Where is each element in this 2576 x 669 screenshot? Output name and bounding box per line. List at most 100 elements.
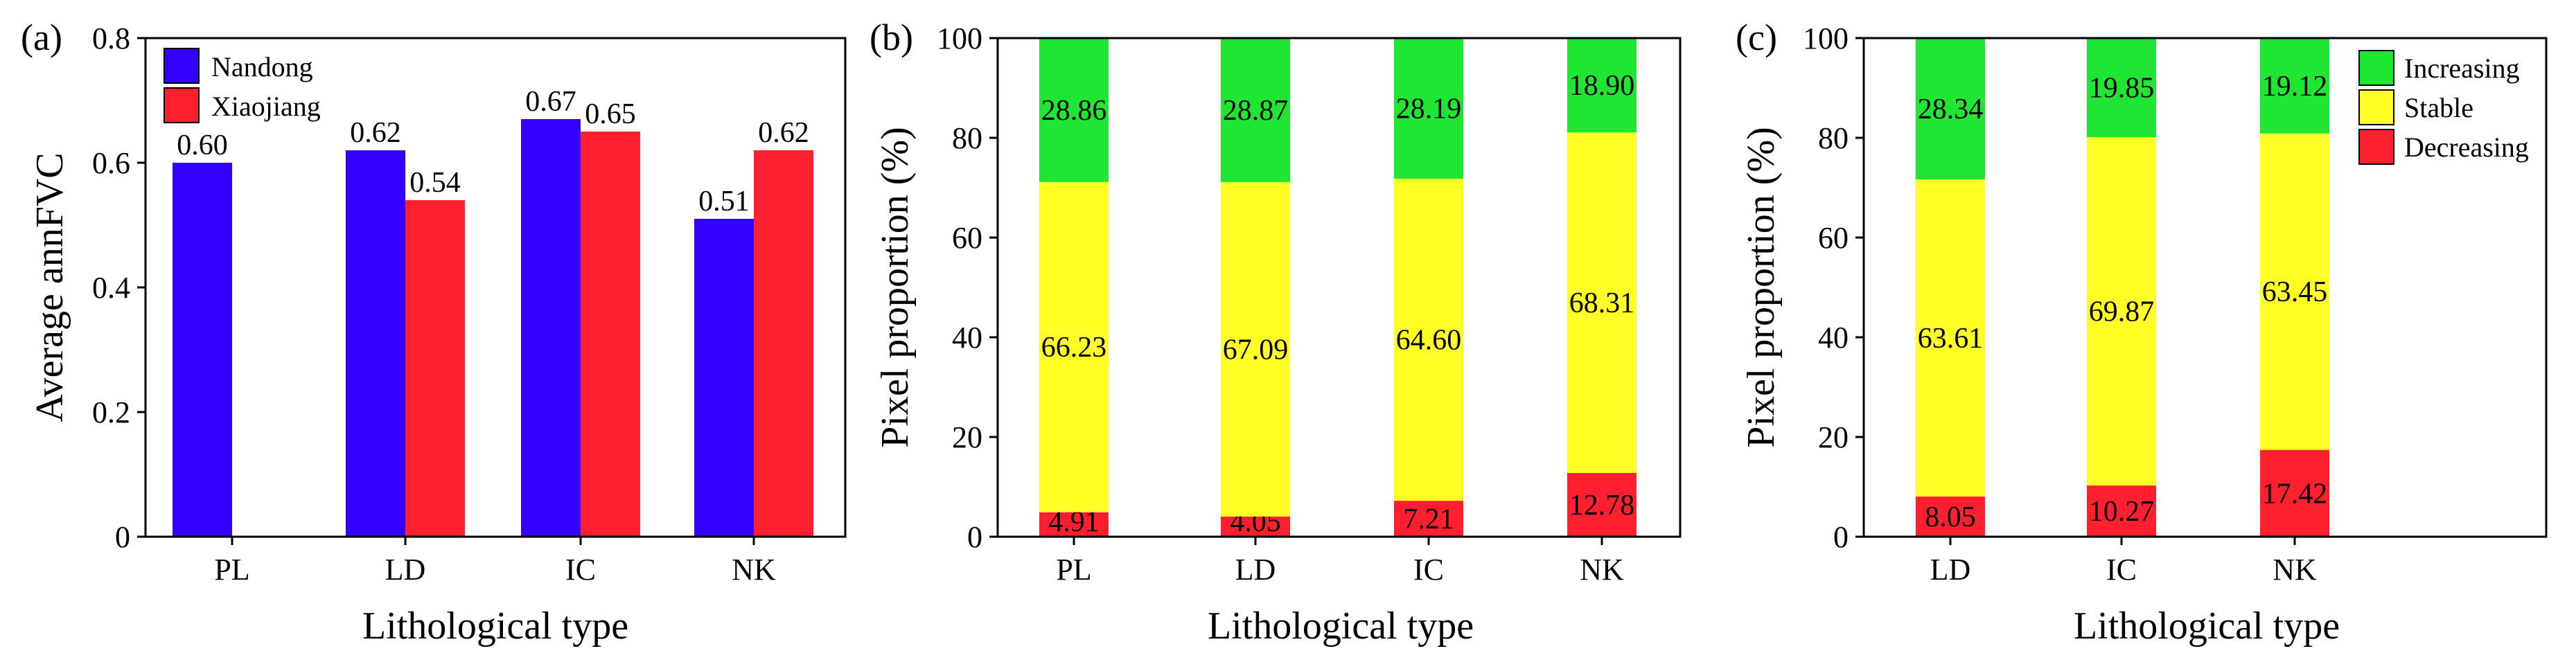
panel-a: (a) 0.60 0.620.540.67 0.650.510.62 00.20.4… <box>21 17 847 648</box>
panel-a-ytick-label: 0.8 <box>92 21 130 55</box>
panel-c-segment-decreasing-ld <box>1916 497 1985 537</box>
panel-b-segment-decreasing-ld <box>1221 516 1290 537</box>
panel-b-xtick-label-ld: LD <box>1235 553 1276 587</box>
panel-c-label-decreasing-ic: 10.27 <box>2089 496 2155 528</box>
data-label-xiaojiang-ld: 0.54 <box>409 167 461 199</box>
data-label-nandong-ic: 0.67 <box>525 86 576 118</box>
panel-b-segment-decreasing-nk <box>1567 472 1637 537</box>
panel-c-legend: Increasing Stable Decreasing <box>2358 50 2529 165</box>
panel-b-label-increasing-pl: 28.86 <box>1041 95 1107 127</box>
panel-b-label-increasing-nk: 18.90 <box>1569 70 1635 102</box>
panel-a-letter: (a) <box>21 17 62 58</box>
panel-a-xlabel: Lithological type <box>362 605 628 648</box>
panel-c-ytick-label: 20 <box>1818 420 1849 454</box>
panel-b-ytick-label: 40 <box>952 321 982 355</box>
panel-b-segment-increasing-ld <box>1221 38 1290 182</box>
panel-c-xtick-label-ld: LD <box>1930 553 1971 587</box>
panel-b-segment-increasing-ic <box>1394 38 1463 179</box>
bar-nandong-ic <box>521 119 581 537</box>
data-label-nandong-pl: 0.60 <box>177 130 228 161</box>
panel-c-ytick-label: 100 <box>1803 21 1849 55</box>
panel-b-segment-decreasing-pl <box>1039 512 1109 537</box>
panel-c-label-stable-ic: 69.87 <box>2089 296 2155 328</box>
bar-nandong-pl <box>173 163 232 537</box>
bar-xiaojiang-ic <box>581 132 640 537</box>
panel-b-segment-increasing-pl <box>1039 38 1109 182</box>
panel-b-y-axis: 0 20 40 60 80 100 <box>937 21 998 554</box>
panel-c: (c) 8.05 63.61 28.34 10.27 69.87 19.85 17.42 63… <box>1736 17 2548 648</box>
panel-a-bars: 0.60 0.620.540.67 0.650.510.62 <box>173 86 813 537</box>
panel-b-ylabel: Pixel proportion (%) <box>874 127 917 447</box>
panel-b-segment-stable-ld <box>1221 181 1290 517</box>
panel-c-ytick-label: 60 <box>1818 221 1849 255</box>
legend-label-nandong: Nandong <box>211 51 313 82</box>
panel-c-label-increasing-ic: 19.85 <box>2089 73 2155 105</box>
panel-c-label-increasing-nk: 19.12 <box>2262 71 2328 102</box>
bar-nandong-nk <box>694 219 754 537</box>
data-label-xiaojiang-nk: 0.62 <box>758 117 809 149</box>
panel-c-ytick-label: 40 <box>1818 321 1849 355</box>
panel-b-segment-stable-nk <box>1567 132 1637 473</box>
panel-c-ytick-label: 0 <box>1833 520 1849 554</box>
panel-b-label-decreasing-ic: 7.21 <box>1403 503 1454 535</box>
panel-c-segment-decreasing-nk <box>2260 449 2329 537</box>
legend-swatch-xiaojiang <box>164 87 200 123</box>
panel-b-x-axis: PL LD IC NK <box>1056 537 1624 587</box>
panel-b-label-stable-nk: 68.31 <box>1569 287 1635 319</box>
panel-a-ytick-label: 0.6 <box>92 146 130 180</box>
panel-b-bars: 4.9166.2328.864.0567.0928.877.2164.6028.… <box>1039 38 1637 538</box>
panel-b-ytick-label: 0 <box>967 520 982 554</box>
panel-c-segment-decreasing-ic <box>2087 485 2156 537</box>
panel-a-xtick-label-pl: PL <box>214 553 249 587</box>
panel-a-xtick-label-ld: LD <box>385 553 426 587</box>
panel-c-y-axis: 0 20 40 60 80 100 <box>1803 21 1864 554</box>
panel-b-frame <box>996 37 1682 538</box>
panel-a-legend: Nandong Xiaojiang <box>164 48 321 123</box>
panel-b-label-decreasing-nk: 12.78 <box>1569 490 1635 521</box>
panel-b-segment-increasing-nk <box>1567 38 1637 133</box>
data-label-nandong-ld: 0.62 <box>350 117 401 149</box>
panel-a-ytick-label: 0.2 <box>92 395 130 429</box>
bar-xiaojiang-nk <box>754 150 813 537</box>
panel-b-xtick-label-ic: IC <box>1413 553 1444 587</box>
panel-c-ytick-label: 80 <box>1818 121 1849 155</box>
panel-b-label-increasing-ic: 28.19 <box>1396 93 1462 125</box>
panel-c-xlabel: Lithological type <box>2074 605 2340 648</box>
legend-swatch-nandong <box>164 48 200 84</box>
panel-b-label-stable-ld: 67.09 <box>1223 334 1289 366</box>
panel-b-letter: (b) <box>870 17 913 58</box>
legend-label-increasing: Increasing <box>2404 53 2520 84</box>
panel-c-x-axis: LD IC NK <box>1930 537 2317 587</box>
panel-c-label-increasing-ld: 28.34 <box>1918 93 1984 125</box>
panel-a-ytick-label: 0 <box>115 520 130 554</box>
panel-c-segment-increasing-ic <box>2087 38 2156 137</box>
panel-b-xtick-label-pl: PL <box>1056 553 1091 587</box>
legend-swatch-decreasing <box>2358 129 2394 165</box>
panel-b-segment-stable-ic <box>1394 178 1463 501</box>
panel-c-letter: (c) <box>1736 17 1777 58</box>
legend-label-decreasing: Decreasing <box>2404 132 2529 163</box>
panel-b: (b) 4.9166.2328.864.0567.0928.877.2164.6… <box>870 17 1682 648</box>
panel-b-ytick-label: 100 <box>937 21 982 55</box>
panel-b-ytick-label: 20 <box>952 420 982 454</box>
panel-c-segment-increasing-nk <box>2260 38 2329 134</box>
legend-label-stable: Stable <box>2404 92 2473 123</box>
panel-a-xtick-label-ic: IC <box>565 553 596 587</box>
panel-a-x-axis: PL LD IC NK <box>214 537 776 587</box>
panel-b-segment-stable-pl <box>1039 181 1109 512</box>
panel-a-y-axis: 0 0.2 0.4 0.6 0.8 <box>92 21 145 554</box>
panel-c-label-decreasing-nk: 17.42 <box>2262 478 2328 510</box>
panel-a-ylabel: Average annFVC <box>28 152 71 422</box>
panel-c-bars: 8.05 63.61 28.34 10.27 69.87 19.85 17.42 63.45 1… <box>1916 38 2329 537</box>
bar-xiaojiang-ld <box>405 200 465 537</box>
panel-c-label-decreasing-ld: 8.05 <box>1925 501 1976 533</box>
panel-b-ytick-label: 80 <box>952 121 982 155</box>
panel-b-ytick-label: 60 <box>952 221 982 255</box>
panel-c-segment-stable-nk <box>2260 133 2329 450</box>
panel-c-segment-increasing-ld <box>1916 38 1985 180</box>
panel-a-xtick-label-nk: NK <box>732 553 776 587</box>
data-label-xiaojiang-ic: 0.65 <box>585 98 636 130</box>
panel-b-label-stable-ic: 64.60 <box>1396 325 1462 357</box>
legend-swatch-stable <box>2358 89 2394 125</box>
